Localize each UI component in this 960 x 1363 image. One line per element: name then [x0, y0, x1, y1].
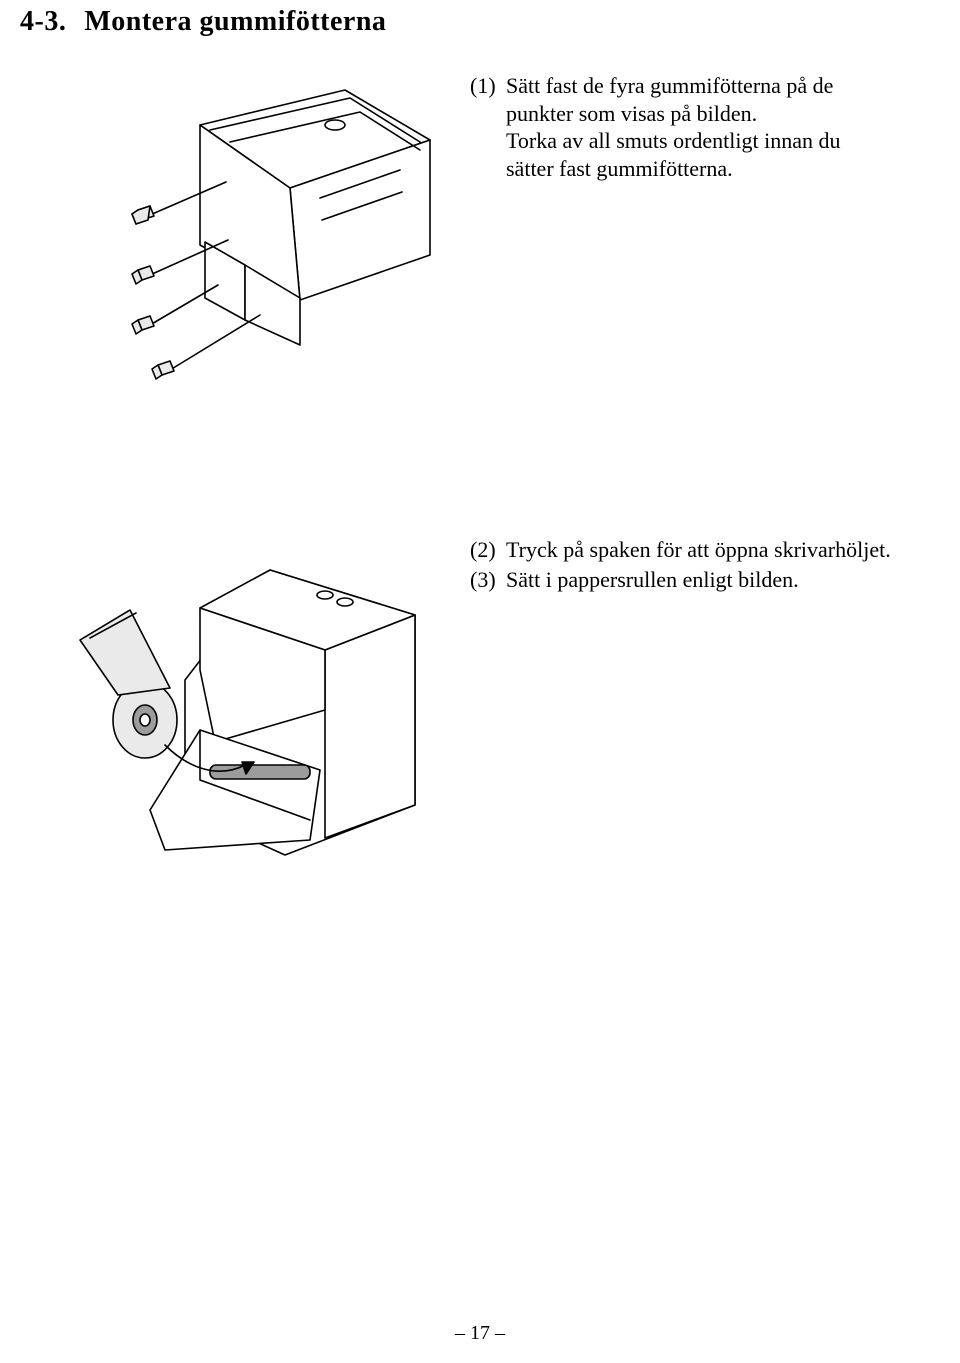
page-number: – 17 –	[0, 1322, 960, 1345]
step-2-number: (2)	[470, 536, 506, 564]
section-heading: 4-3. Montera gummifötterna	[20, 6, 386, 38]
step-2-body: Tryck på spaken för att öppna skrivarhöl…	[506, 537, 891, 562]
step-2-text: (2)Tryck på spaken för att öppna skrivar…	[470, 536, 940, 564]
step-1-line-1: (1)Sätt fast de fyra gummifötterna på de	[470, 72, 940, 100]
section-title: Montera gummifötterna	[84, 6, 386, 37]
step-3-number: (3)	[470, 566, 506, 594]
figure-printer-feet	[90, 70, 450, 400]
step-3-text: (3)Sätt i pappersrullen enligt bilden.	[470, 566, 940, 594]
step-1-number: (1)	[470, 72, 506, 100]
step-1-body-1: Sätt fast de fyra gummifötterna på de	[506, 73, 833, 98]
step-1-line-3: Torka av all smuts ordentligt innan du	[470, 127, 940, 155]
step-3-body: Sätt i pappersrullen enligt bilden.	[506, 567, 799, 592]
step-1-line-4: sätter fast gummifötterna.	[470, 155, 940, 183]
section-number: 4-3.	[20, 6, 66, 37]
step-1-line-2: punkter som visas på bilden.	[470, 100, 940, 128]
figure-printer-open	[70, 510, 470, 910]
printer-feet-icon	[90, 70, 450, 400]
step-1-text: (1)Sätt fast de fyra gummifötterna på de…	[470, 72, 940, 182]
page: 4-3. Montera gummifötterna	[0, 0, 960, 1363]
printer-open-icon	[70, 510, 470, 910]
